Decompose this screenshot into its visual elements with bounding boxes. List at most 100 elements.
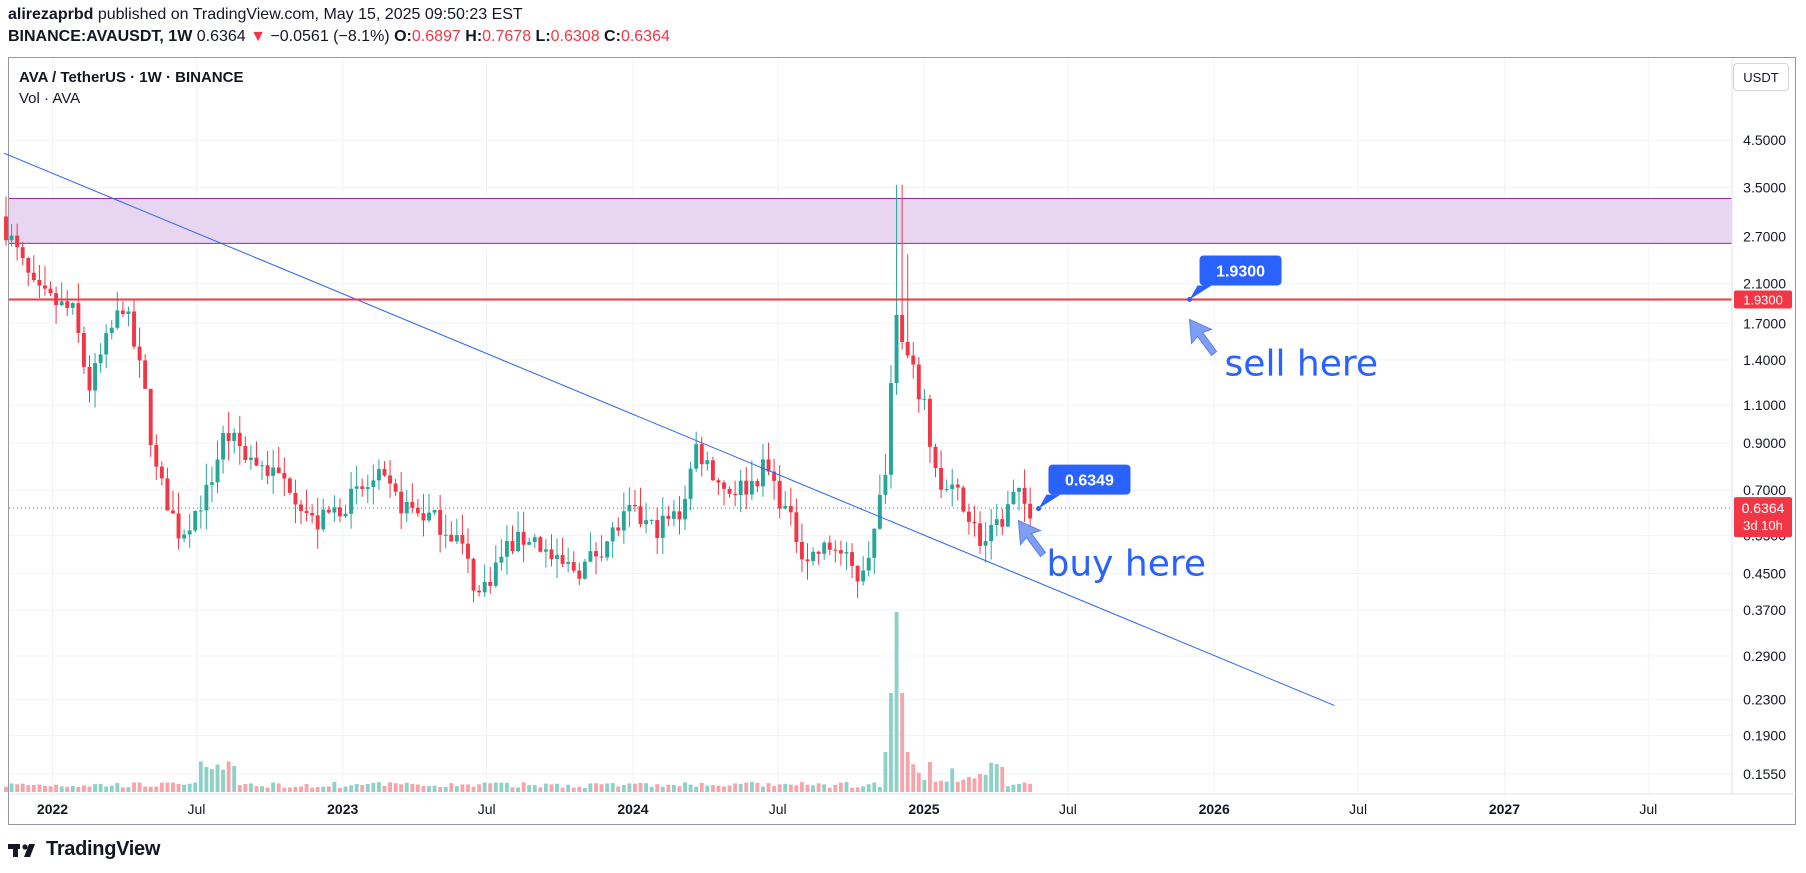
candle[interactable]: [733, 493, 738, 496]
candle[interactable]: [660, 515, 665, 539]
candle[interactable]: [243, 446, 248, 460]
candle[interactable]: [794, 512, 799, 543]
candle[interactable]: [137, 346, 142, 361]
candle[interactable]: [788, 505, 793, 513]
candle[interactable]: [633, 504, 637, 507]
candle[interactable]: [126, 311, 131, 314]
candle[interactable]: [198, 510, 203, 512]
candle[interactable]: [755, 481, 760, 487]
candle[interactable]: [749, 481, 754, 495]
candle[interactable]: [538, 537, 543, 552]
candle[interactable]: [777, 480, 782, 509]
candle[interactable]: [204, 484, 209, 511]
candle[interactable]: [978, 523, 982, 546]
candle[interactable]: [922, 398, 927, 400]
candle[interactable]: [232, 432, 237, 441]
candle[interactable]: [360, 486, 365, 489]
candle[interactable]: [716, 480, 721, 483]
candle[interactable]: [605, 541, 610, 558]
candle[interactable]: [148, 388, 153, 445]
candle[interactable]: [226, 433, 231, 441]
candle[interactable]: [955, 484, 960, 488]
candle[interactable]: [833, 549, 838, 551]
candle[interactable]: [649, 520, 654, 522]
resistance-zone[interactable]: [9, 198, 1732, 244]
candle[interactable]: [1005, 504, 1010, 527]
candle[interactable]: [471, 558, 476, 591]
candle[interactable]: [811, 551, 816, 562]
candle[interactable]: [705, 460, 710, 465]
candle[interactable]: [287, 478, 292, 493]
candle[interactable]: [499, 556, 504, 563]
candle[interactable]: [477, 590, 482, 593]
candle[interactable]: [655, 520, 660, 539]
candle[interactable]: [555, 555, 559, 560]
candle[interactable]: [644, 520, 649, 525]
candle[interactable]: [376, 469, 381, 481]
candle[interactable]: [176, 513, 181, 539]
candle[interactable]: [577, 570, 582, 579]
candle[interactable]: [850, 552, 854, 566]
candle[interactable]: [43, 285, 47, 289]
candle[interactable]: [549, 549, 554, 560]
candle[interactable]: [20, 247, 25, 258]
candle[interactable]: [421, 513, 426, 521]
candle[interactable]: [677, 511, 682, 520]
candle[interactable]: [415, 507, 420, 514]
candle[interactable]: [70, 303, 75, 308]
candle[interactable]: [694, 444, 699, 469]
author-name[interactable]: alirezaprbd: [8, 6, 94, 23]
candle[interactable]: [265, 465, 270, 476]
candle[interactable]: [855, 565, 860, 582]
candle[interactable]: [521, 531, 526, 545]
candle[interactable]: [783, 505, 788, 509]
candle[interactable]: [388, 475, 392, 484]
candle[interactable]: [221, 433, 226, 460]
candle[interactable]: [683, 498, 687, 520]
candle[interactable]: [727, 488, 732, 494]
candle[interactable]: [944, 489, 949, 491]
candle[interactable]: [343, 513, 348, 517]
candle[interactable]: [889, 383, 893, 475]
candle[interactable]: [1011, 491, 1016, 505]
candle[interactable]: [93, 363, 98, 391]
candle[interactable]: [466, 543, 470, 559]
candle[interactable]: [427, 512, 431, 521]
candle[interactable]: [983, 541, 988, 546]
candle[interactable]: [193, 511, 198, 531]
legend-volume[interactable]: Vol · AVA: [19, 90, 81, 107]
candle[interactable]: [120, 310, 125, 314]
candle[interactable]: [326, 509, 331, 513]
candle[interactable]: [171, 510, 175, 514]
candle[interactable]: [989, 524, 994, 542]
candle[interactable]: [132, 311, 136, 347]
candle[interactable]: [143, 360, 148, 389]
candle[interactable]: [460, 535, 465, 544]
candle[interactable]: [4, 216, 8, 241]
candle[interactable]: [354, 486, 359, 489]
candle[interactable]: [928, 398, 932, 447]
candle[interactable]: [877, 494, 882, 529]
candle[interactable]: [493, 562, 498, 586]
candle[interactable]: [916, 364, 921, 400]
candle[interactable]: [449, 534, 454, 542]
candle[interactable]: [1028, 503, 1033, 519]
candle[interactable]: [482, 581, 487, 593]
candle[interactable]: [866, 557, 871, 571]
candle[interactable]: [710, 460, 715, 481]
candle[interactable]: [566, 562, 571, 564]
candle[interactable]: [772, 471, 777, 481]
candle[interactable]: [410, 501, 415, 508]
candle[interactable]: [516, 531, 521, 552]
candle[interactable]: [1017, 487, 1021, 492]
candle[interactable]: [666, 515, 671, 519]
candle[interactable]: [961, 487, 966, 512]
candle[interactable]: [293, 492, 298, 505]
candle[interactable]: [844, 552, 849, 554]
candle[interactable]: [816, 551, 821, 554]
candle[interactable]: [182, 534, 187, 539]
candle[interactable]: [504, 541, 509, 557]
candle[interactable]: [933, 446, 938, 469]
candle[interactable]: [1022, 487, 1027, 504]
